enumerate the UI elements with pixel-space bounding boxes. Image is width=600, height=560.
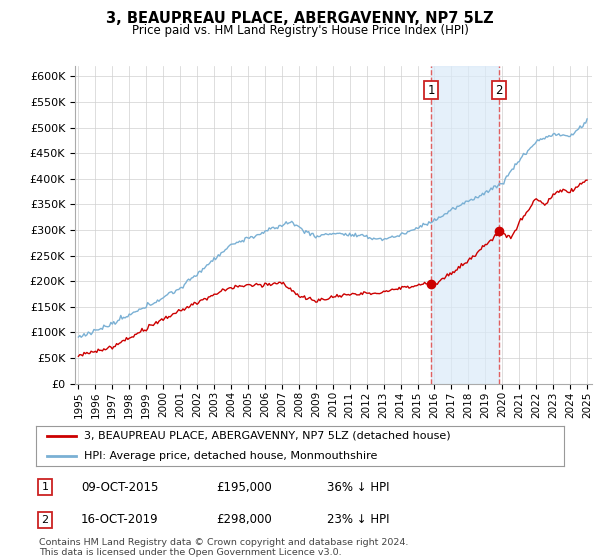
Text: 3, BEAUPREAU PLACE, ABERGAVENNY, NP7 5LZ (detached house): 3, BEAUPREAU PLACE, ABERGAVENNY, NP7 5LZ… <box>83 431 450 441</box>
Text: HPI: Average price, detached house, Monmouthshire: HPI: Average price, detached house, Monm… <box>83 451 377 461</box>
Text: Price paid vs. HM Land Registry's House Price Index (HPI): Price paid vs. HM Land Registry's House … <box>131 24 469 36</box>
Text: 1: 1 <box>41 482 49 492</box>
Text: 23% ↓ HPI: 23% ↓ HPI <box>327 513 389 526</box>
Text: 36% ↓ HPI: 36% ↓ HPI <box>327 480 389 494</box>
Text: 3, BEAUPREAU PLACE, ABERGAVENNY, NP7 5LZ: 3, BEAUPREAU PLACE, ABERGAVENNY, NP7 5LZ <box>106 11 494 26</box>
Text: 1: 1 <box>427 83 435 96</box>
Text: Contains HM Land Registry data © Crown copyright and database right 2024.
This d: Contains HM Land Registry data © Crown c… <box>39 538 409 557</box>
Text: £298,000: £298,000 <box>216 513 272 526</box>
Text: £195,000: £195,000 <box>216 480 272 494</box>
Text: 2: 2 <box>496 83 503 96</box>
Bar <box>431 66 499 384</box>
Text: 16-OCT-2019: 16-OCT-2019 <box>81 513 158 526</box>
Text: 09-OCT-2015: 09-OCT-2015 <box>81 480 158 494</box>
Text: 2: 2 <box>41 515 49 525</box>
